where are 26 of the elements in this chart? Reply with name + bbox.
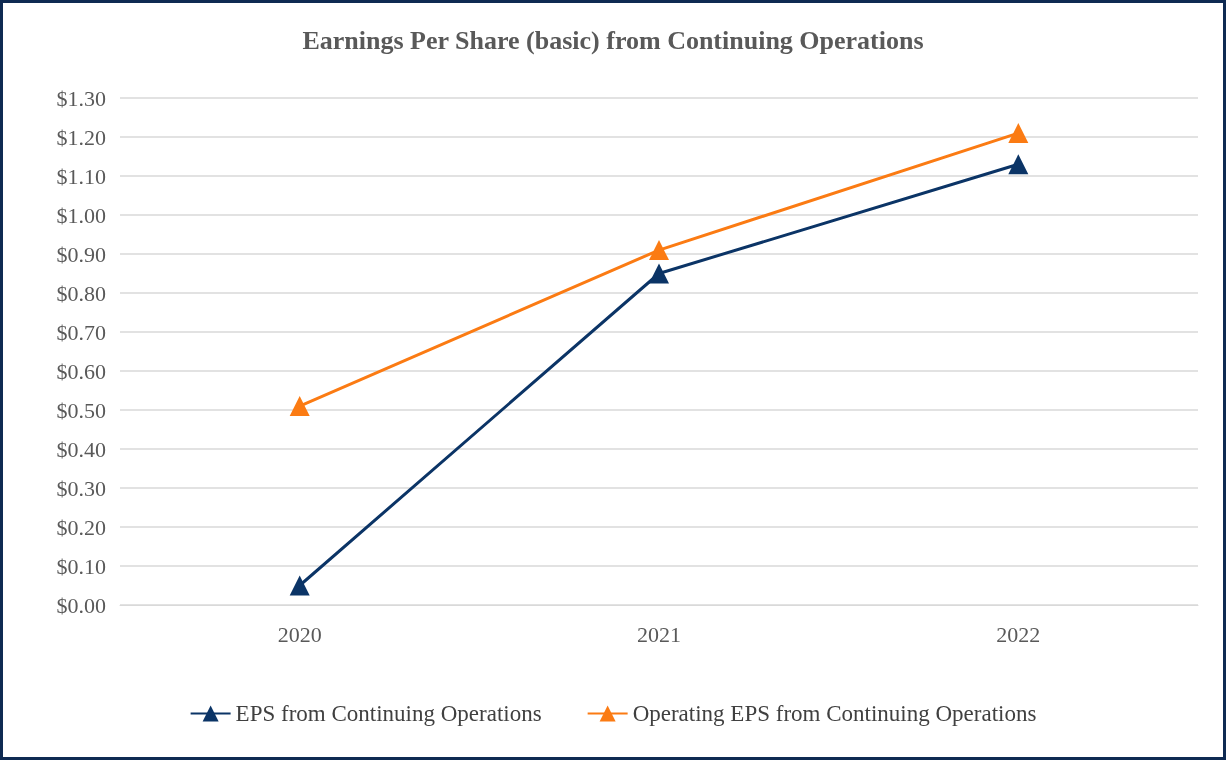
point: [1008, 154, 1029, 175]
y-tick-label: $0.50: [56, 397, 106, 423]
x-tick-label: 2020: [277, 621, 322, 647]
y-tick-label: $0.90: [56, 241, 106, 267]
x-tick-label: 2021: [637, 621, 681, 647]
point: [289, 396, 310, 417]
y-tick-label: $0.40: [56, 436, 106, 462]
y-tick-label: $0.60: [56, 358, 106, 384]
legend-label: Operating EPS from Continuing Operations: [632, 701, 1037, 726]
y-tick-label: $0.00: [56, 592, 106, 618]
chart-title: Earnings Per Share (basic) from Continuing Operations: [302, 25, 924, 55]
y-tick-label: $0.70: [56, 319, 106, 345]
y-tick-label: $1.00: [56, 202, 106, 228]
y-tick-label: $1.30: [56, 85, 106, 111]
y-tick-label: $1.20: [56, 124, 106, 150]
y-tick-label: $1.10: [56, 163, 106, 189]
y-tick-label: $0.30: [56, 475, 106, 501]
x-tick-label: 2022: [996, 621, 1041, 647]
point: [649, 240, 669, 261]
legend-label: EPS from Continuing Operations: [235, 701, 542, 726]
y-tick-label: $0.10: [56, 553, 106, 579]
point: [289, 575, 310, 596]
y-tick-label: $0.80: [56, 280, 106, 306]
point: [1008, 123, 1029, 144]
point: [649, 263, 669, 284]
y-tick-label: $0.20: [56, 514, 106, 540]
